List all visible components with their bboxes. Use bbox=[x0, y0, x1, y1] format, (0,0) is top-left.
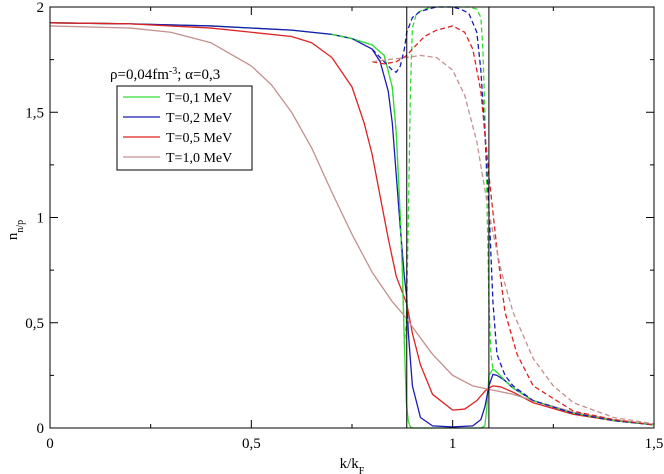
x-axis-label: k/kF bbox=[340, 456, 365, 474]
legend-box bbox=[116, 85, 253, 171]
y-tick-label-0: 0 bbox=[37, 421, 45, 437]
series-solid-2 bbox=[49, 22, 655, 426]
legend-label-1: T=0,2 MeV bbox=[166, 111, 232, 126]
y-tick-label-3: 1,5 bbox=[25, 105, 44, 121]
series-dashed-5 bbox=[371, 6, 655, 426]
legend-label-2: T=0,5 MeV bbox=[166, 131, 232, 146]
legend-label-3: T=1,0 MeV bbox=[166, 151, 232, 166]
y-tick-label-1: 0,5 bbox=[25, 316, 44, 332]
axis-ticks: 0 0,5 1 1,5 0 0,5 1 1,5 2 bbox=[25, 0, 663, 452]
x-tick-label-2: 1 bbox=[449, 436, 457, 452]
legend-label-0: T=0,1 MeV bbox=[166, 91, 232, 106]
x-tick-label-1: 0,5 bbox=[242, 436, 261, 452]
parameter-annotation: ρ=0,04fm-3; α=0,3 bbox=[110, 66, 220, 84]
y-tick-label-4: 2 bbox=[37, 0, 45, 16]
x-tick-label-3: 1,5 bbox=[645, 436, 664, 452]
y-axis-label: nn/p bbox=[5, 220, 26, 240]
vertical-reference-lines bbox=[406, 7, 490, 428]
legend: T=0,1 MeV T=0,2 MeV T=0,5 MeV T=1,0 MeV bbox=[116, 85, 253, 171]
y-tick-label-2: 1 bbox=[37, 211, 45, 227]
series-solid-3 bbox=[49, 25, 655, 426]
series-dashed-7 bbox=[372, 54, 655, 425]
x-tick-label-0: 0 bbox=[46, 436, 54, 452]
